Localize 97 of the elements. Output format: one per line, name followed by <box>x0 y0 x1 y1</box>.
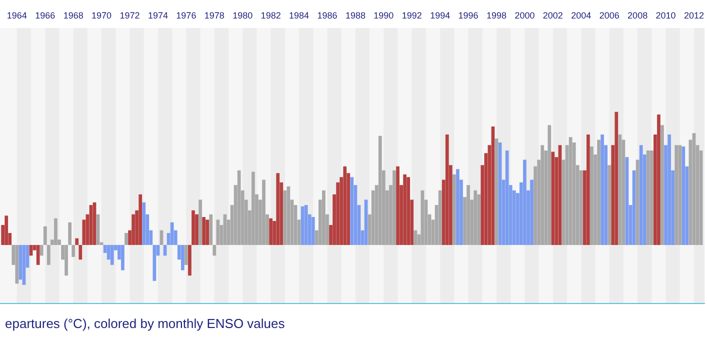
x-tick-label: 1990 <box>374 10 394 20</box>
bar <box>674 145 678 245</box>
bar <box>209 214 213 245</box>
x-tick-label: 1984 <box>289 10 310 20</box>
bar <box>15 244 19 284</box>
bar <box>184 244 188 265</box>
x-tick-label: 1980 <box>232 10 253 20</box>
bar <box>600 134 604 245</box>
bar <box>170 222 174 245</box>
bar <box>364 200 368 245</box>
x-tick-label: 2008 <box>628 10 648 20</box>
x-tick-label: 2012 <box>684 10 704 20</box>
bar <box>614 112 618 245</box>
bar <box>530 180 534 245</box>
bar <box>657 114 660 245</box>
bar <box>110 244 114 265</box>
bar <box>283 190 287 245</box>
x-tick-label: 2004 <box>571 10 592 20</box>
bar <box>269 218 273 245</box>
bar <box>548 125 552 245</box>
x-tick-label: 1998 <box>486 10 507 20</box>
x-tick-label: 1978 <box>204 10 224 20</box>
bar <box>406 177 410 245</box>
text: epartures (°C), colored by monthly ENSO values <box>5 316 286 331</box>
x-tick-label: 1994 <box>430 10 450 20</box>
bar <box>396 166 400 245</box>
x-tick-label: 1976 <box>176 10 196 20</box>
bar <box>78 244 82 260</box>
bar <box>445 134 449 245</box>
bar <box>142 202 146 245</box>
bar <box>252 172 255 245</box>
bar <box>64 244 68 276</box>
bar <box>438 190 442 245</box>
x-tick-label: 1996 <box>458 10 478 20</box>
bar <box>378 136 382 245</box>
x-tick-label: 1988 <box>345 10 366 20</box>
bar <box>212 244 216 256</box>
bar <box>660 125 664 245</box>
bar <box>322 190 326 245</box>
bar <box>180 244 184 270</box>
x-tick-label: 2010 <box>656 10 676 20</box>
bar <box>646 150 650 245</box>
bar <box>132 214 135 245</box>
bar <box>523 160 526 245</box>
bar <box>54 218 58 245</box>
bar <box>121 244 124 270</box>
bar <box>678 145 682 245</box>
bar <box>276 173 280 245</box>
bar <box>392 170 396 245</box>
bar <box>304 205 308 245</box>
bar <box>198 200 202 245</box>
x-tick-label: 2002 <box>542 10 563 20</box>
bar <box>505 150 509 245</box>
bar <box>590 146 594 245</box>
bar <box>343 166 347 245</box>
x-tick-label: 1992 <box>402 10 422 20</box>
bar <box>682 146 686 245</box>
bar <box>650 150 654 245</box>
x-tick-label: 1982 <box>260 10 281 20</box>
bar <box>40 244 44 256</box>
bar <box>72 244 76 257</box>
x-tick-label: 1968 <box>63 10 84 20</box>
x-tick-label: 1974 <box>148 10 168 20</box>
x-tick-label: 1966 <box>35 10 56 20</box>
bar <box>237 170 241 245</box>
bar <box>202 217 206 245</box>
bar <box>639 145 643 245</box>
bar <box>206 220 210 245</box>
x-tick-label: 2006 <box>599 10 620 20</box>
x-tick-label: 1986 <box>317 10 338 20</box>
bar <box>192 210 195 245</box>
bar <box>195 214 198 245</box>
bar <box>46 244 50 265</box>
bar <box>477 194 481 245</box>
bar <box>586 134 590 245</box>
bar <box>452 174 456 245</box>
bar <box>36 244 40 265</box>
x-tick-label: 2000 <box>514 10 535 20</box>
bar <box>311 217 315 245</box>
bar <box>597 140 600 245</box>
x-tick-label: 1972 <box>120 10 140 20</box>
bar <box>75 238 79 245</box>
bar <box>4 216 8 245</box>
bar <box>188 244 192 276</box>
bar <box>403 174 407 245</box>
bar <box>262 180 266 245</box>
bar <box>68 222 72 245</box>
bar <box>124 232 128 245</box>
x-tick-label: 1970 <box>92 10 112 20</box>
bar <box>668 134 671 245</box>
bar <box>414 230 418 245</box>
bar <box>43 226 47 245</box>
bar <box>456 169 460 245</box>
bar <box>608 165 612 245</box>
bar <box>216 220 220 245</box>
bar <box>138 194 142 245</box>
x-tick-label: 1964 <box>6 10 27 20</box>
